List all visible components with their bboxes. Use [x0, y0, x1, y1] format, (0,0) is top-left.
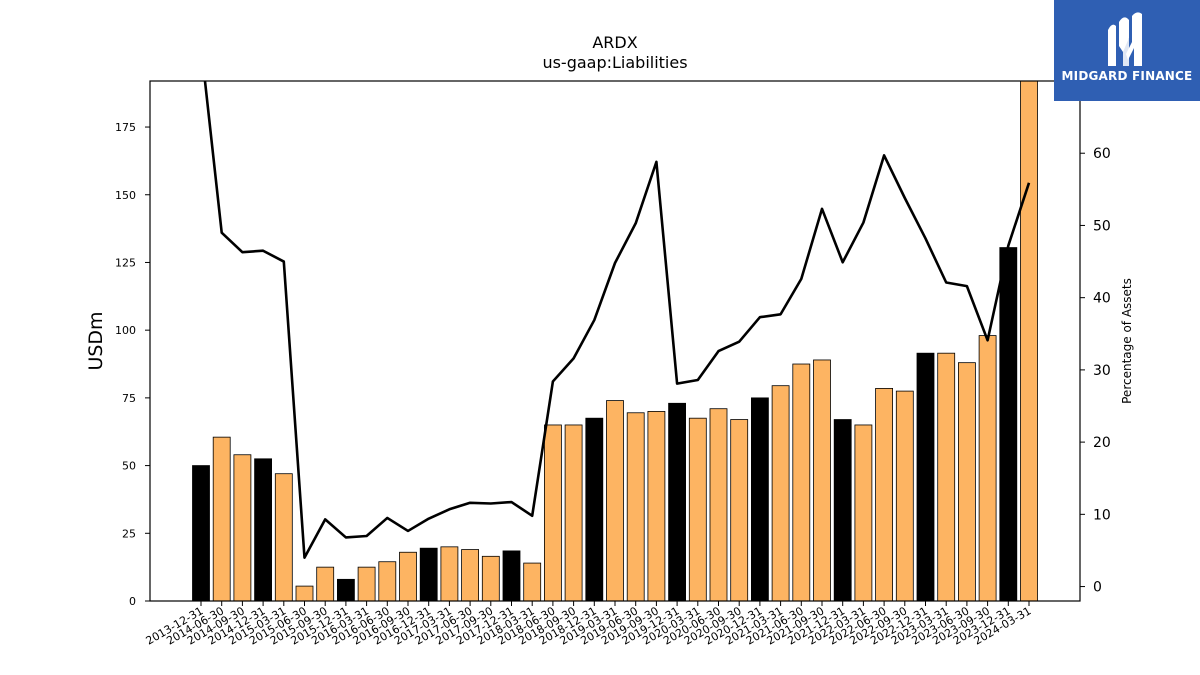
- bar-2023-03-31: [937, 352, 956, 602]
- bar-2016-06-30: [378, 561, 397, 602]
- y-axis-left: 0 25 50 75 100 125 150 175: [115, 121, 150, 608]
- bar-2021-06-30: [792, 363, 811, 602]
- y-tick-label: 75: [122, 392, 136, 405]
- bar-2014-12-31: [254, 458, 273, 602]
- bar-2023-12-31: [999, 247, 1018, 602]
- y2-tick-label: 20: [1093, 435, 1111, 451]
- bar-2019-12-31: [668, 402, 686, 602]
- bar-2018-06-30: [544, 424, 562, 602]
- bar-2021-12-31: [833, 419, 852, 602]
- logo-text: MIDGARD FINANCE: [1061, 69, 1193, 83]
- percent-of-assets-line: [203, 81, 1031, 559]
- bar-2023-06-30: [958, 362, 976, 602]
- bar-2018-12-31: [585, 417, 604, 602]
- bar-2013-12-31: [192, 465, 210, 602]
- bar-2020-03-31: [688, 417, 707, 602]
- bar-2022-06-30: [875, 387, 893, 602]
- y2-axis-label: Percentage of Assets: [1120, 278, 1134, 404]
- bar-2019-03-31: [606, 400, 624, 602]
- bar-2023-09-30: [978, 335, 997, 602]
- bar-2022-12-31: [916, 352, 935, 602]
- midgard-logo-icon: [1108, 12, 1142, 67]
- y-tick-label: 150: [115, 189, 136, 202]
- y-axis-label: USDm: [85, 311, 107, 370]
- bar-2015-03-31: [274, 473, 293, 602]
- bar-2016-12-31: [419, 547, 438, 602]
- bar-series: [192, 80, 1038, 602]
- bar-2014-09-30: [233, 454, 252, 602]
- y-tick-label: 125: [115, 256, 136, 269]
- y2-tick-label: 10: [1093, 507, 1111, 523]
- y2-tick-label: 0: [1093, 580, 1102, 596]
- y-tick-label: 175: [115, 121, 136, 134]
- bar-2020-12-31: [751, 397, 769, 602]
- chart-title: ARDX: [592, 33, 637, 52]
- bar-2024-03-31: [1020, 80, 1038, 602]
- y2-tick-label: 30: [1093, 363, 1111, 379]
- bar-2022-09-30: [895, 390, 914, 602]
- bar-2020-09-30: [730, 419, 749, 602]
- bar-2021-03-31: [771, 385, 790, 602]
- x-axis: 2013-12-312014-06-302014-09-302014-12-31…: [144, 601, 1034, 648]
- y2-tick-label: 50: [1093, 218, 1111, 234]
- bar-2018-03-31: [523, 562, 542, 602]
- bar-2016-09-30: [399, 551, 417, 602]
- y-tick-label: 100: [115, 324, 136, 337]
- y-tick-label: 25: [122, 527, 136, 540]
- bar-2022-03-31: [854, 424, 873, 602]
- y2-tick-label: 60: [1093, 146, 1111, 162]
- bar-2017-12-31: [502, 550, 521, 602]
- bar-2017-03-31: [440, 546, 459, 602]
- bar-2017-09-30: [481, 555, 500, 602]
- y-tick-label: 50: [122, 460, 136, 473]
- bar-2015-12-31: [336, 578, 355, 602]
- bar-2017-06-30: [461, 549, 480, 602]
- bar-2021-09-30: [813, 359, 831, 602]
- bar-2020-06-30: [709, 408, 728, 602]
- bar-2016-03-31: [357, 566, 376, 602]
- y-tick-label: 0: [129, 595, 136, 608]
- percent-line-series: [203, 81, 1031, 559]
- bar-2019-09-30: [647, 411, 666, 602]
- chart-subtitle: us-gaap:Liabilities: [542, 53, 687, 72]
- bar-2015-09-30: [316, 566, 335, 602]
- bar-2018-09-30: [564, 424, 583, 602]
- y-axis-right: 0 10 20 30 40 50 60: [1080, 146, 1111, 596]
- bar-2015-06-30: [295, 585, 314, 602]
- bar-2019-06-30: [626, 412, 645, 602]
- y2-tick-label: 40: [1093, 291, 1111, 307]
- bar-2014-06-30: [212, 436, 231, 602]
- midgard-finance-logo: MIDGARD FINANCE: [1054, 0, 1200, 101]
